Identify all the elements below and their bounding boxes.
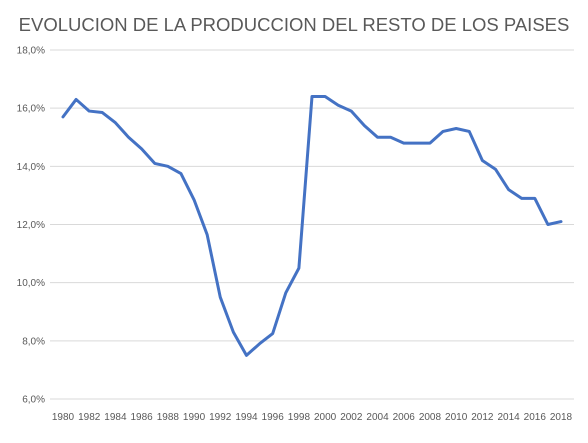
x-tick-label: 2004: [366, 412, 389, 423]
y-tick-label: 16,0%: [17, 104, 45, 115]
x-tick-label: 2016: [524, 412, 547, 423]
y-tick-label: 8,0%: [22, 336, 45, 347]
y-tick-label: 14,0%: [17, 162, 45, 173]
x-tick-label: 1994: [235, 412, 258, 423]
y-tick-label: 18,0%: [17, 46, 45, 57]
y-axis-tick-labels: 6,0% 8,0% 10,0% 12,0% 14,0% 16,0% 18,0%: [17, 46, 45, 406]
chart-title: EVOLUCION DE LA PRODUCCION DEL RESTO DE …: [19, 14, 570, 35]
x-tick-label: 1996: [262, 412, 285, 423]
x-tick-label: 2018: [550, 412, 573, 423]
x-tick-label: 1990: [183, 412, 206, 423]
x-tick-label: 2006: [393, 412, 416, 423]
x-tick-label: 1988: [157, 412, 180, 423]
series-line: [61, 95, 563, 357]
x-tick-label: 2012: [471, 412, 494, 423]
series-layer: [61, 95, 563, 357]
x-tick-label: 2014: [497, 412, 520, 423]
x-tick-label: 1982: [78, 412, 101, 423]
x-tick-label: 2010: [445, 412, 468, 423]
x-tick-label: 1986: [131, 412, 154, 423]
x-tick-label: 2000: [314, 412, 337, 423]
x-tick-label: 1984: [104, 412, 127, 423]
x-tick-label: 2008: [419, 412, 442, 423]
x-tick-label: 1980: [52, 412, 75, 423]
x-tick-label: 1998: [288, 412, 311, 423]
y-tick-label: 10,0%: [17, 278, 45, 289]
x-tick-label: 1992: [209, 412, 232, 423]
y-tick-label: 12,0%: [17, 220, 45, 231]
y-tick-label: 6,0%: [22, 395, 45, 406]
x-axis-tick-labels: 1980 1982 1984 1986 1988 1990 1992 1994 1996 1998…: [52, 412, 573, 423]
x-tick-label: 2002: [340, 412, 363, 423]
